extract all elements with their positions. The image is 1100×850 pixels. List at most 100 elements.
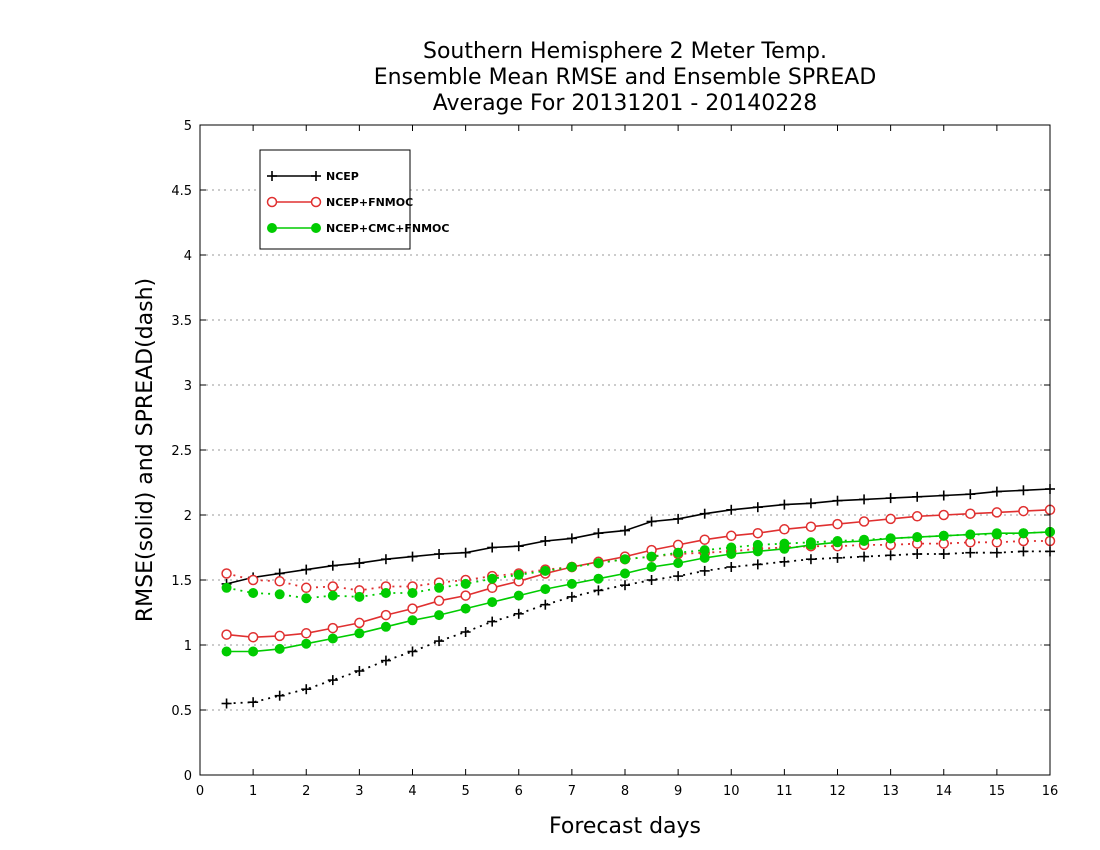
legend: NCEP NCEP+FNMOC NCEP+CMC+FNMOC xyxy=(259,149,449,250)
legend-marker xyxy=(310,196,322,208)
y-tick-label: 0.5 xyxy=(171,704,192,719)
title-line-3: Average For 20131201 - 20140228 xyxy=(433,91,818,116)
rmse-point xyxy=(832,537,843,548)
spread-point xyxy=(354,591,365,602)
rmse-point xyxy=(513,590,524,601)
rmse-point xyxy=(911,511,923,522)
rmse-point xyxy=(620,525,630,536)
rmse-point xyxy=(805,498,816,509)
rmse-point xyxy=(991,486,1002,497)
spread-point xyxy=(513,569,524,580)
series-0 xyxy=(221,484,1055,709)
spread-point xyxy=(380,655,391,666)
x-axis-label: Forecast days xyxy=(549,814,701,839)
rmse-point xyxy=(540,536,551,546)
spread-point xyxy=(566,591,577,602)
rmse-point xyxy=(434,549,445,559)
rmse-point xyxy=(912,532,923,543)
rmse-point xyxy=(513,541,524,552)
rmse-point xyxy=(460,547,471,558)
rmse-point xyxy=(460,590,471,601)
spread-point xyxy=(327,590,338,601)
spread-point xyxy=(779,556,790,567)
rmse-point xyxy=(487,597,498,608)
rmse-line xyxy=(226,531,1051,653)
rmse-line xyxy=(226,509,1051,639)
rmse-point xyxy=(247,631,259,643)
spread-point xyxy=(646,551,657,562)
spread-point xyxy=(832,552,843,563)
rmse-point xyxy=(327,622,339,634)
rmse-point xyxy=(327,633,338,644)
rmse-point xyxy=(832,495,843,506)
spread-point xyxy=(859,551,870,562)
rmse-point xyxy=(540,584,551,595)
rmse-point xyxy=(1018,505,1029,517)
rmse-point xyxy=(965,508,976,519)
spread-point xyxy=(248,588,259,598)
spread-point xyxy=(407,646,418,657)
x-tick-label: 16 xyxy=(1042,784,1059,799)
spread-point xyxy=(274,589,285,600)
x-tick-label: 2 xyxy=(302,784,310,799)
spread-point xyxy=(460,627,471,637)
spread-point xyxy=(965,547,976,558)
rmse-point xyxy=(486,582,498,594)
x-tick-label: 5 xyxy=(461,784,469,799)
rmse-point xyxy=(354,617,365,629)
rmse-point xyxy=(752,527,764,539)
spread-point xyxy=(434,636,445,647)
rmse-point xyxy=(991,528,1002,539)
y-tick-label: 1 xyxy=(184,639,192,654)
legend-label: NCEP+CMC+FNMOC xyxy=(326,222,449,235)
x-tick-label: 6 xyxy=(515,784,523,799)
y-tick-label: 1.5 xyxy=(171,574,192,589)
legend-marker xyxy=(266,196,278,208)
rmse-point xyxy=(805,539,816,550)
spread-point xyxy=(327,581,339,592)
legend-item: NCEP+CMC+FNMOC xyxy=(267,222,449,235)
rmse-point xyxy=(354,628,365,639)
spread-point xyxy=(726,562,737,572)
spread-point xyxy=(620,554,630,565)
rmse-point xyxy=(487,542,498,553)
rmse-point xyxy=(779,499,790,510)
spread-point xyxy=(620,580,630,591)
y-tick-label: 3 xyxy=(184,379,192,394)
spread-point xyxy=(1018,546,1029,557)
rmse-point xyxy=(885,513,896,525)
rmse-point xyxy=(327,560,338,571)
x-tick-label: 14 xyxy=(935,784,952,799)
rmse-point xyxy=(832,518,843,530)
rmse-point xyxy=(354,558,365,569)
x-tick-label: 0 xyxy=(196,784,204,799)
spread-point xyxy=(593,558,604,569)
rmse-point xyxy=(433,595,445,607)
spread-point xyxy=(885,550,896,561)
rmse-point xyxy=(726,530,737,542)
rmse-point xyxy=(1018,528,1029,539)
x-tick-label: 4 xyxy=(408,784,416,799)
legend-label: NCEP xyxy=(326,170,359,183)
rmse-point xyxy=(859,536,870,546)
x-tick-label: 8 xyxy=(621,784,629,799)
spread-point xyxy=(912,549,923,559)
x-tick-label: 13 xyxy=(882,784,899,799)
rmse-point xyxy=(938,530,949,541)
spread-point xyxy=(699,565,710,576)
spread-point xyxy=(566,562,577,572)
series-layer xyxy=(221,484,1056,709)
rmse-point xyxy=(912,491,923,502)
rmse-point xyxy=(248,646,259,657)
spread-point xyxy=(247,574,259,586)
x-tick-label: 7 xyxy=(568,784,576,799)
rmse-point xyxy=(646,562,657,572)
rmse-point xyxy=(566,533,577,544)
rmse-point xyxy=(726,549,737,559)
spread-point xyxy=(301,582,312,594)
rmse-point xyxy=(991,507,1003,518)
rmse-point xyxy=(380,621,391,632)
spread-point xyxy=(301,684,312,695)
rmse-point xyxy=(620,568,630,579)
